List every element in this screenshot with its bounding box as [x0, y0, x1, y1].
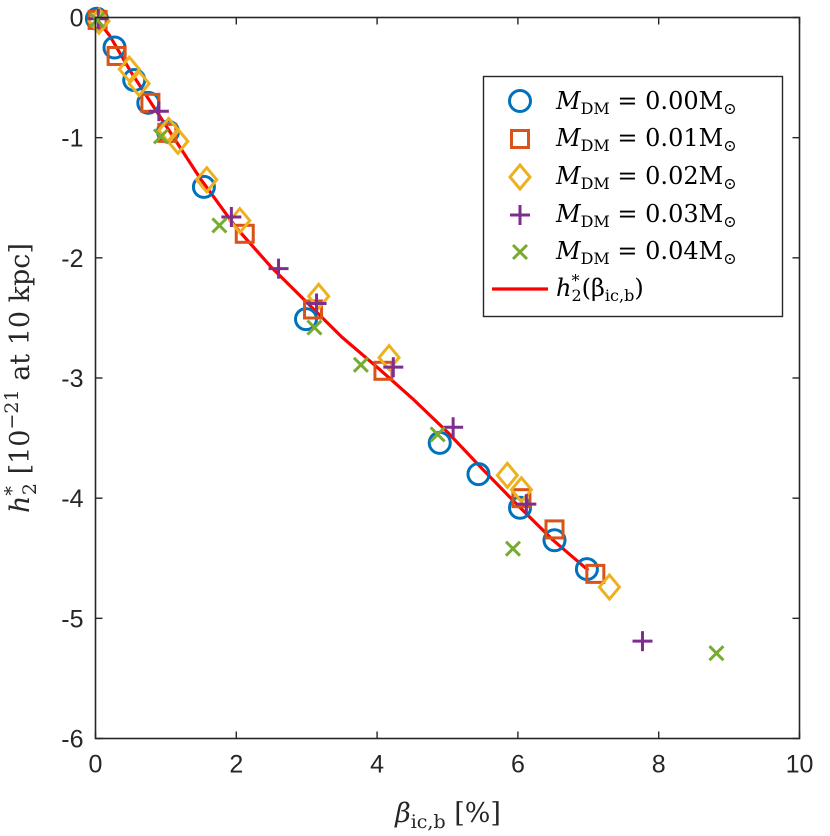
x-tick-label-3: 6: [511, 751, 525, 779]
series-3-point-5: [383, 357, 404, 378]
legend-box: [482, 75, 784, 318]
y-tick-label-0: 0: [70, 5, 84, 33]
legend-label-3: MDM = 0.03M⊙: [555, 200, 737, 231]
y-axis-label-bracket: [10: [5, 430, 36, 483]
series-2-point-2: [127, 69, 152, 98]
y-tick-label-2: -2: [61, 245, 83, 273]
series-2-point-5: [194, 165, 219, 195]
series-3-point-4: [306, 293, 327, 314]
legend: MDM = 0.00M⊙ MDM = 0.01M⊙ MDM = 0.02M⊙ M…: [482, 75, 784, 318]
y-tick-label-4: -4: [61, 485, 83, 513]
y-tick-label-3: -3: [61, 365, 83, 393]
series-4-point-6: [504, 540, 522, 557]
x-axis-label-subscript: ic,b: [411, 811, 446, 833]
y-axis-label-subscript: 2: [19, 483, 41, 495]
series-1-point-9: [585, 563, 606, 584]
legend-label-4: MDM = 0.04M⊙: [555, 237, 737, 268]
series-2-point-10: [509, 475, 534, 505]
series-4-point-2: [211, 217, 228, 234]
x-tick-label-1: 2: [229, 751, 243, 779]
series-4-point-3: [306, 319, 323, 336]
series-2-point-8: [377, 343, 402, 372]
x-tick-label-5: 10: [786, 751, 814, 779]
legend-symbol-2: [508, 162, 532, 192]
y-axis-label-exponent: −21: [1, 389, 23, 429]
y-tick-label-6: -6: [61, 726, 83, 754]
x-axis-label: βic,b [%]: [394, 798, 501, 833]
series-4-point-4: [352, 356, 369, 373]
series-4-point-7: [708, 645, 725, 662]
series-3-point-6: [443, 417, 464, 438]
legend-label-1: MDM = 0.01M⊙: [555, 124, 737, 155]
x-axis-label-beta: β: [394, 798, 411, 829]
series-2-point-7: [306, 281, 331, 311]
series-0-point-8: [466, 462, 491, 487]
series-2-point-9: [495, 460, 520, 490]
series-1-point-7: [511, 488, 532, 509]
data-marker-layer: [84, 6, 725, 662]
x-axis-ticks: 0 2 4 6 8 10: [89, 17, 814, 779]
legend-symbol-3: [510, 205, 530, 225]
legend-label-2: MDM = 0.02M⊙: [555, 162, 737, 193]
y-axis-label-h: h: [5, 496, 36, 513]
series-3-point-1: [148, 101, 169, 122]
legend-symbol-4: [511, 243, 529, 261]
x-tick-label-4: 8: [652, 751, 666, 779]
x-tick-label-0: 0: [89, 751, 103, 779]
series-2-point-4: [165, 126, 190, 156]
series-4: [88, 11, 725, 662]
series-3-point-2: [221, 206, 242, 227]
legend-symbols: [492, 89, 548, 291]
series-1-point-8: [544, 519, 565, 540]
series-4-point-0: [88, 11, 105, 28]
x-axis-label-unit: [%]: [446, 798, 501, 829]
y-axis-ticks: 0 -1 -2 -3 -4 -5 -6: [61, 5, 800, 754]
series-4-point-5: [429, 426, 446, 443]
y-axis-label-rest: at 10 kpc]: [5, 243, 36, 389]
y-tick-label-5: -5: [61, 605, 83, 633]
series-3-point-3: [268, 258, 289, 279]
series-0-point-5: [191, 174, 216, 199]
legend-symbol-1: [510, 129, 530, 149]
series-4-point-1: [152, 128, 170, 145]
legend-symbol-0: [508, 89, 532, 113]
series-2-point-11: [597, 572, 622, 602]
series-3-point-8: [632, 631, 653, 652]
series-1-point-1: [106, 45, 127, 66]
x-tick-label-2: 4: [370, 751, 384, 779]
series-3-point-7: [516, 494, 537, 515]
y-axis-label: h*2 [10−21 at 10 kpc]: [1, 243, 41, 513]
y-tick-label-1: -1: [61, 125, 83, 153]
series-0-point-10: [542, 528, 567, 553]
legend-label-fit: h* 2(βic,b): [556, 271, 644, 305]
y-axis-label-superscript: *: [1, 486, 23, 496]
legend-label-0: MDM = 0.00M⊙: [555, 87, 737, 118]
